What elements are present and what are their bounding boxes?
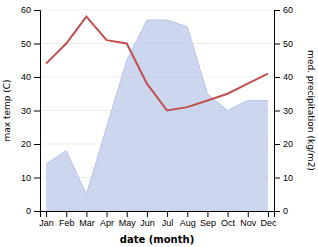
tick: 50 [274,39,293,49]
tick-label: 10 [21,173,31,183]
tick: Sep [200,211,216,228]
tick: Jan [39,211,54,228]
tick-mark [274,10,280,11]
y-axis: 0 10 20 30 40 50 60 [21,5,41,216]
tick: 40 [21,72,40,82]
tick: May [119,211,137,228]
tick-mark [274,178,280,179]
tick: Jul [162,211,174,228]
tick: 30 [274,106,293,116]
tick-label: Nov [240,218,257,228]
tick-mark [34,77,40,78]
tick: 10 [274,173,293,183]
tick-label: 40 [21,72,31,82]
tick-mark [127,211,128,217]
tick: Nov [240,211,257,228]
tick-mark [34,211,40,212]
tick-mark [147,211,148,217]
tick-label: 50 [21,39,31,49]
tick-mark [228,211,229,217]
tick-mark [274,111,280,112]
tick: 20 [274,139,293,149]
tick: 0 [274,206,288,216]
line [46,17,268,111]
tick: 30 [21,106,40,116]
tick-label: 60 [283,5,293,15]
area [46,20,268,211]
tick-label: 30 [21,106,31,116]
tick: 60 [274,5,293,15]
tick: Oct [221,211,236,228]
chart: Jan Feb Mar Apr MayJun Jul Aug Sep Oct NovDec 0 10 2… [0,0,318,247]
tick-mark [274,211,280,212]
y2-axis-title: med. precipitation (kg/m2) [306,50,316,171]
tick: Dec [260,211,277,228]
area-edge [46,20,268,194]
grid [40,10,274,211]
tick: Aug [180,211,196,228]
y2-axis: 0 10 20 30 40 50 60 [274,5,293,216]
tick: Apr [100,211,114,228]
tick-mark [34,111,40,112]
tick-label: 40 [283,72,293,82]
tick: 60 [21,5,40,15]
tick-label: 20 [283,139,293,149]
tick-mark [86,211,87,217]
tick-label: 20 [21,139,31,149]
tick: 40 [274,72,293,82]
tick-label: Feb [59,218,75,228]
tick-label: 30 [283,106,293,116]
tick-mark [34,10,40,11]
axis-line [275,11,281,212]
y-axis-title: max temp (C) [2,79,12,141]
tick: 20 [21,139,40,149]
tick-mark [34,178,40,179]
grid-line [40,10,274,11]
tick-label: May [119,218,137,228]
tick-mark [274,44,280,45]
tick: Jun [140,211,155,228]
tick-label: Oct [221,218,236,228]
x-axis: Jan Feb Mar Apr MayJun Jul Aug Sep Oct NovDec [39,211,277,228]
tick-label: 10 [283,173,293,183]
tick-mark [46,211,47,217]
tick-mark [274,77,280,78]
tick-label: 0 [283,206,288,216]
tick-mark [248,211,249,217]
axis-line [41,212,275,218]
tick-mark [107,211,108,217]
tick-mark [34,144,40,145]
tick: 0 [26,206,40,216]
tick-label: Jul [162,218,174,228]
tick-mark [274,144,280,145]
tick-mark [167,211,168,217]
tick-label: Apr [100,218,114,228]
plot-area: Jan Feb Mar Apr MayJun Jul Aug Sep Oct NovDec 0 10 2… [21,5,293,228]
tick: 50 [21,39,40,49]
axis-line [34,11,41,212]
tick-mark [66,211,67,217]
tick-mark [34,44,40,45]
tick-mark [187,211,188,217]
tick-label: Jan [39,218,54,228]
x-axis-title: date (month) [120,234,194,245]
tick-label: Jun [140,218,155,228]
tick: 10 [21,173,40,183]
marks [46,17,268,211]
tick-mark [207,211,208,217]
tick-label: 50 [283,39,293,49]
tick-label: Aug [180,218,196,228]
tick-label: 0 [26,206,31,216]
tick-mark [268,211,269,217]
tick: Feb [59,211,75,228]
tick-label: Sep [200,218,216,228]
tick-label: 60 [21,5,31,15]
tick: Mar [79,211,95,228]
tick-label: Dec [260,218,277,228]
tick-label: Mar [79,218,95,228]
